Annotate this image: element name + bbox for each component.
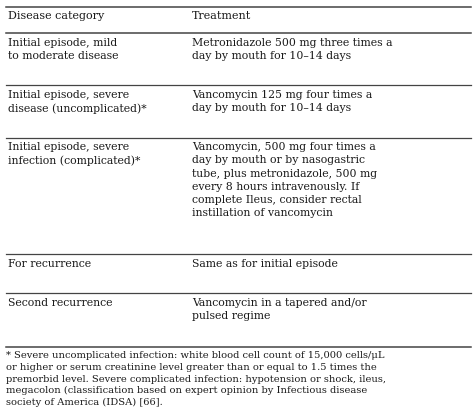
Text: Metronidazole 500 mg three times a
day by mouth for 10–14 days: Metronidazole 500 mg three times a day b… — [192, 38, 392, 61]
Text: Same as for initial episode: Same as for initial episode — [192, 259, 338, 269]
Text: Vancomycin in a tapered and/or
pulsed regime: Vancomycin in a tapered and/or pulsed re… — [192, 298, 366, 321]
Text: Treatment: Treatment — [192, 11, 251, 20]
Text: Vancomycin, 500 mg four times a
day by mouth or by nasogastric
tube, plus metron: Vancomycin, 500 mg four times a day by m… — [192, 142, 377, 218]
Text: Initial episode, mild
to moderate disease: Initial episode, mild to moderate diseas… — [8, 38, 118, 61]
Text: Initial episode, severe
disease (uncomplicated)*: Initial episode, severe disease (uncompl… — [8, 90, 146, 114]
Text: Vancomycin 125 mg four times a
day by mouth for 10–14 days: Vancomycin 125 mg four times a day by mo… — [192, 90, 372, 113]
Text: Disease category: Disease category — [8, 11, 104, 20]
Text: For recurrence: For recurrence — [8, 259, 91, 269]
Text: * Severe uncomplicated infection: white blood cell count of 15,000 cells/μL
or h: * Severe uncomplicated infection: white … — [6, 351, 386, 407]
Text: Second recurrence: Second recurrence — [8, 298, 112, 308]
Text: Initial episode, severe
infection (complicated)*: Initial episode, severe infection (compl… — [8, 142, 140, 166]
